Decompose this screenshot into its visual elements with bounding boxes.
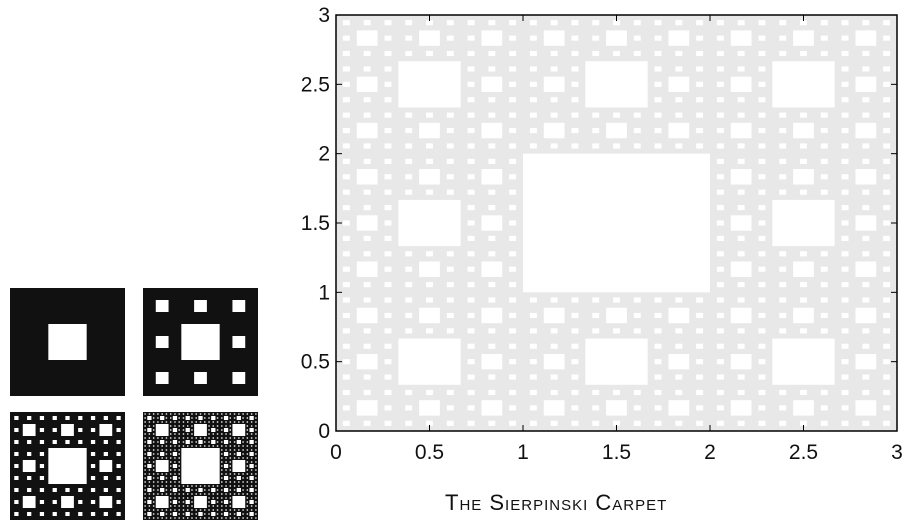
x-tick-label: 2 bbox=[704, 441, 716, 464]
x-tick-label: 3 bbox=[891, 441, 903, 464]
y-tick-label: 0.5 bbox=[301, 351, 330, 374]
y-tick-label: 1 bbox=[318, 281, 330, 304]
x-tick-label: 2.5 bbox=[789, 441, 818, 464]
x-tick-label: 1 bbox=[517, 441, 529, 464]
carpet-fractal bbox=[336, 15, 897, 431]
carpet-iteration-4 bbox=[143, 412, 258, 520]
carpet-iteration-1 bbox=[10, 288, 125, 396]
carpet-iteration-3 bbox=[10, 412, 125, 520]
figure-caption: The Sierpinski Carpet bbox=[445, 490, 668, 515]
carpet-iteration-2 bbox=[143, 288, 258, 396]
x-tick-label: 0.5 bbox=[415, 441, 444, 464]
y-tick-label: 2.5 bbox=[301, 73, 330, 96]
y-tick-label: 1.5 bbox=[301, 212, 330, 235]
x-tick-label: 0 bbox=[330, 441, 342, 464]
y-tick-label: 2 bbox=[318, 143, 330, 166]
y-tick-label: 3 bbox=[318, 4, 330, 27]
y-tick-label: 0 bbox=[318, 420, 330, 443]
x-tick-label: 1.5 bbox=[602, 441, 631, 464]
